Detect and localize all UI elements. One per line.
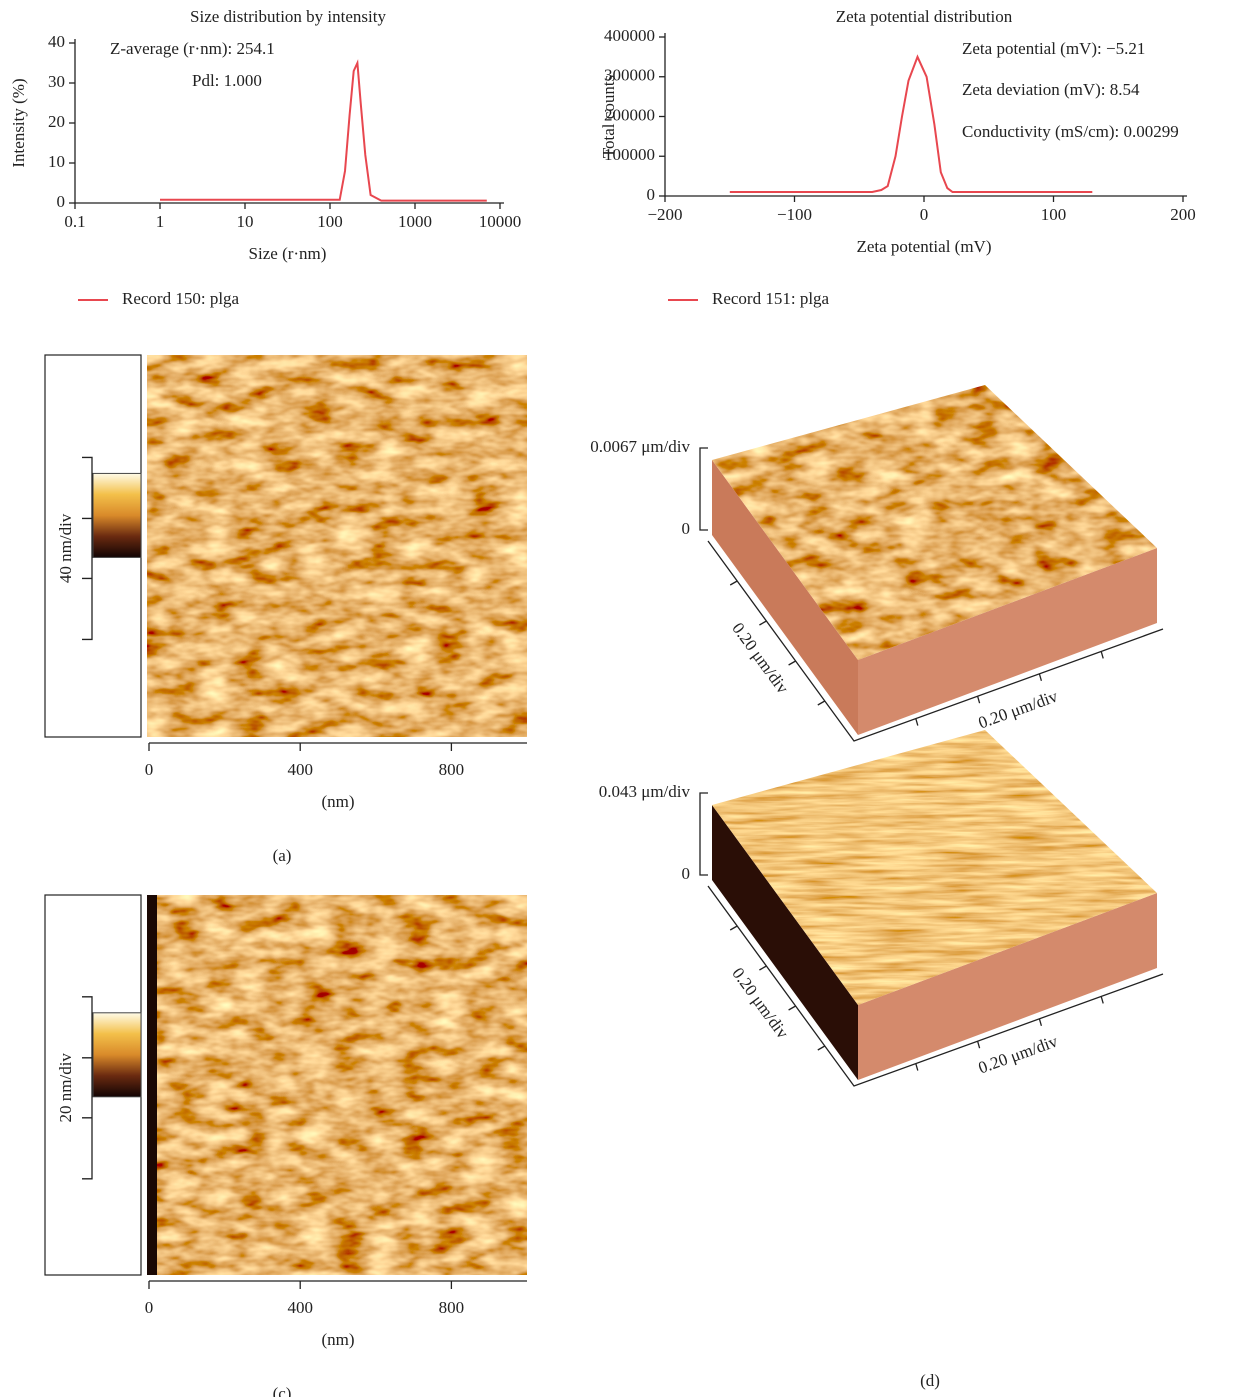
z-axis	[700, 793, 708, 875]
afm-edge	[147, 895, 157, 1275]
colorbar	[93, 473, 141, 557]
afm-image	[147, 355, 527, 737]
x-tick-label: 0	[145, 760, 154, 779]
x-axis-label: 0.20 μm/div	[976, 1031, 1061, 1077]
z-label: 0.043 μm/div	[599, 782, 691, 801]
tick	[978, 696, 980, 703]
x-axis-label: Zeta potential (mV)	[856, 237, 991, 256]
x-tick-label: 800	[439, 760, 465, 779]
page: Size distribution by intensity0102030400…	[0, 0, 1242, 1397]
x-tick-label: 200	[1170, 205, 1196, 224]
tick	[916, 719, 918, 726]
y-tick-label: 400000	[604, 26, 655, 45]
tick	[789, 661, 796, 665]
tick	[1101, 651, 1103, 658]
tick	[789, 1006, 796, 1010]
z-axis	[700, 448, 708, 530]
annotation: Zeta deviation (mV): 8.54	[962, 80, 1140, 99]
y-tick-label: 20	[48, 112, 65, 131]
tick	[730, 581, 737, 585]
axis	[75, 39, 504, 203]
x-tick-label: 0	[920, 205, 929, 224]
x-tick-label: 100	[1041, 205, 1067, 224]
colorbar	[93, 1013, 141, 1097]
chart-title: Zeta potential distribution	[836, 7, 1013, 26]
annotation: Zeta potential (mV): −5.21	[962, 39, 1145, 58]
x-tick-label: 100	[317, 212, 343, 231]
y-tick-label: 10	[48, 152, 65, 171]
x-tick-label: −200	[647, 205, 682, 224]
tick	[759, 966, 766, 970]
x-tick-label: 1000	[398, 212, 432, 231]
x-tick-label: 10000	[479, 212, 522, 231]
tick	[759, 621, 766, 625]
z-zero: 0	[682, 519, 691, 538]
y-axis-label: Intensity (%)	[9, 78, 28, 167]
z-label: 0.0067 μm/div	[590, 437, 690, 456]
afm-image	[147, 895, 527, 1275]
tick	[1039, 1019, 1041, 1026]
tick	[818, 701, 825, 705]
caption: (c)	[273, 1384, 292, 1397]
scale-label: 20 nm/div	[56, 1053, 75, 1123]
annotation: Z-average (r·nm): 254.1	[110, 39, 275, 58]
x-axis-label: (nm)	[321, 792, 354, 811]
x-tick-label: 10	[237, 212, 254, 231]
x-tick-label: 0	[145, 1298, 154, 1317]
caption: (a)	[273, 846, 292, 865]
x-tick-label: 0.1	[64, 212, 85, 231]
tick	[916, 1064, 918, 1071]
y-axis-label: Total counts	[599, 75, 618, 158]
y-tick-label: 40	[48, 32, 65, 51]
x-tick-label: 400	[287, 760, 313, 779]
y-tick-label: 0	[57, 192, 66, 211]
tick	[1039, 674, 1041, 681]
tick	[730, 926, 737, 930]
annotation: Conductivity (mS/cm): 0.00299	[962, 122, 1179, 141]
y-tick-label: 30	[48, 72, 65, 91]
annotation: Pdl: 1.000	[192, 71, 262, 90]
x-tick-label: 400	[287, 1298, 313, 1317]
x-tick-label: 800	[439, 1298, 465, 1317]
caption: (d)	[920, 1371, 940, 1390]
legend-label: Record 151: plga	[712, 289, 830, 308]
x-tick-label: 1	[156, 212, 165, 231]
x-axis-label: Size (r·nm)	[249, 244, 327, 263]
x-tick-label: −100	[777, 205, 812, 224]
x-axis-label: 0.20 μm/div	[976, 686, 1061, 732]
x-axis-label: (nm)	[321, 1330, 354, 1349]
legend-label: Record 150: plga	[122, 289, 240, 308]
tick	[978, 1041, 980, 1048]
z-zero: 0	[682, 864, 691, 883]
y-tick-label: 0	[647, 185, 656, 204]
chart-title: Size distribution by intensity	[190, 7, 386, 26]
scale-label: 40 nm/div	[56, 513, 75, 583]
tick	[1101, 996, 1103, 1003]
tick	[818, 1046, 825, 1050]
